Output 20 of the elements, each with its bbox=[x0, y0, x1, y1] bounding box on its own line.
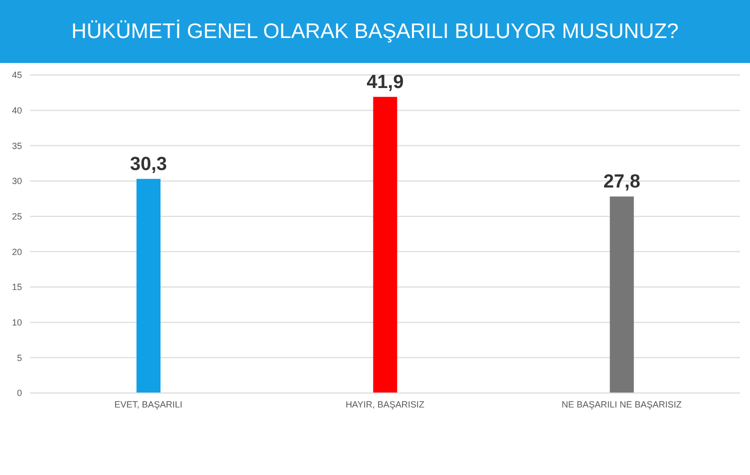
y-tick-label: 40 bbox=[12, 106, 22, 116]
y-tick-label: 20 bbox=[12, 246, 22, 257]
y-tick-label: 25 bbox=[12, 212, 22, 222]
y-tick-label: 45 bbox=[12, 70, 22, 80]
y-tick-label: 15 bbox=[12, 282, 22, 292]
chart-title: HÜKÜMETİ GENEL OLARAK BAŞARILI BULUYOR MUSUNUZ? bbox=[0, 0, 750, 63]
y-tick-label: 35 bbox=[12, 140, 22, 151]
data-label: 27,8 bbox=[603, 172, 640, 193]
data-label: 41,9 bbox=[366, 72, 404, 93]
x-tick-label: EVET, BAŞARILI bbox=[114, 399, 182, 410]
y-tick-label: 5 bbox=[16, 352, 22, 363]
x-tick-label: HAYIR, BAŞARISIZ bbox=[346, 399, 425, 410]
y-tick-label: 0 bbox=[16, 388, 22, 398]
data-label: 30,3 bbox=[130, 154, 167, 175]
y-tick-label: 10 bbox=[12, 318, 22, 328]
bar bbox=[373, 96, 398, 393]
bar bbox=[610, 196, 634, 393]
x-tick-label: NE BAŞARILI NE BAŞARISIZ bbox=[562, 399, 682, 410]
y-tick-label: 30 bbox=[12, 176, 22, 186]
bar bbox=[136, 178, 160, 393]
